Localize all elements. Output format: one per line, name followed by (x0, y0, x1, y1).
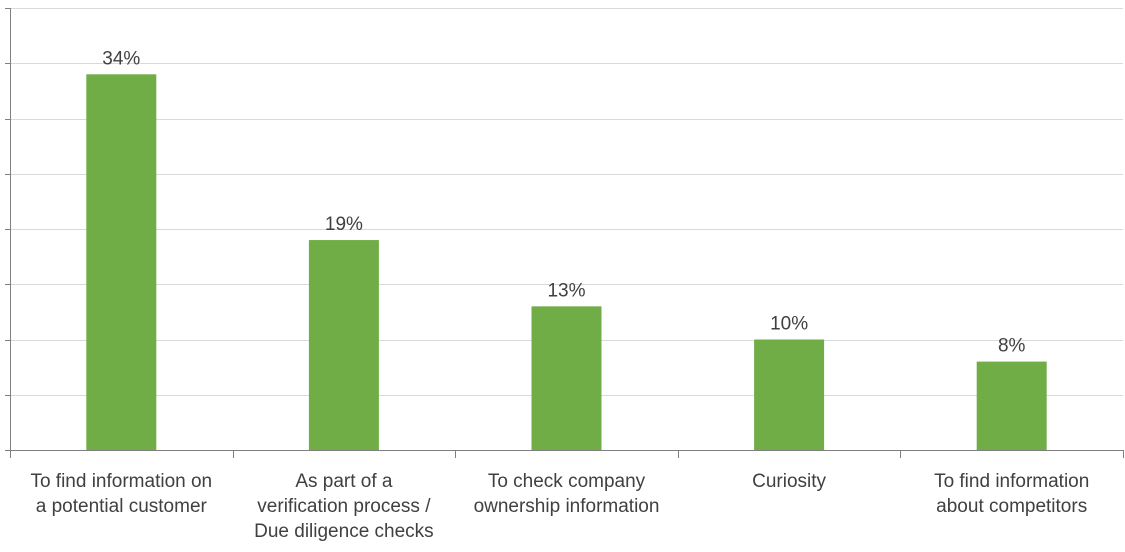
axes (5, 8, 1124, 458)
bar (86, 74, 157, 451)
x-tick-label: To find information on (30, 471, 212, 492)
data-label: 8% (998, 336, 1026, 357)
data-labels: 34% 19% 13% 10% 8% (102, 48, 1025, 356)
bar (754, 339, 825, 450)
bar (976, 361, 1047, 450)
x-tick-label: ownership information (474, 496, 660, 517)
data-label: 13% (547, 280, 585, 301)
x-tick-label: To find information (934, 471, 1089, 492)
bar (531, 306, 602, 450)
gridlines (10, 8, 1123, 396)
data-label: 34% (102, 48, 140, 69)
x-tick-label: To check company (488, 471, 646, 492)
data-label: 19% (325, 214, 363, 235)
x-tick-label: Curiosity (752, 471, 826, 492)
x-tick-label: verification process / (257, 496, 431, 517)
x-tick-labels: To find information on a potential custom… (30, 471, 1089, 542)
x-tick-label: As part of a (295, 471, 393, 492)
data-label: 10% (770, 314, 808, 335)
x-tick-label: about competitors (936, 496, 1087, 517)
bar (308, 240, 379, 450)
x-tick-label: a potential customer (36, 496, 208, 517)
bars (86, 74, 1047, 451)
x-tick-label: Due diligence checks (254, 521, 434, 542)
